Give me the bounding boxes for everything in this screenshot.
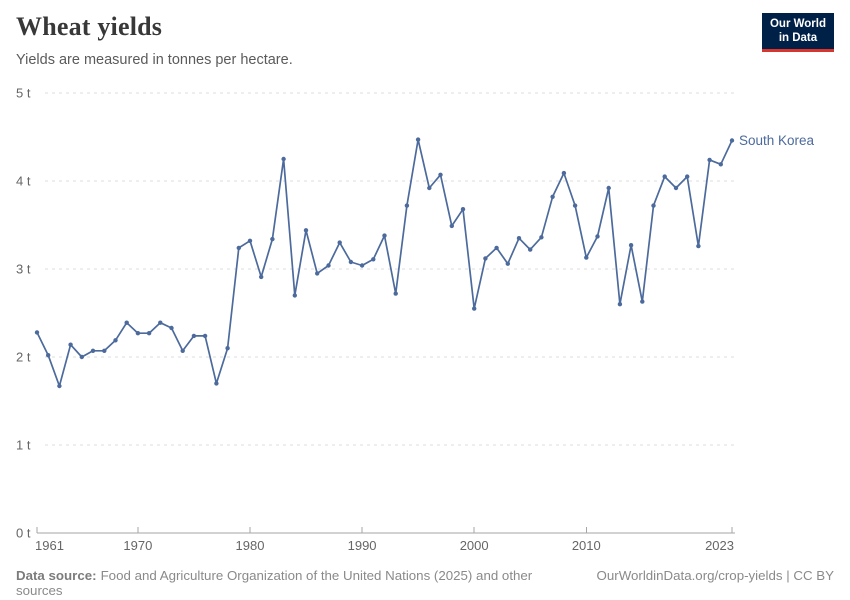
x-tick-label: 2000 (460, 538, 489, 553)
data-point (180, 348, 185, 353)
entity-label: South Korea (739, 133, 815, 148)
data-point (550, 194, 555, 199)
y-tick-label: 0 t (16, 526, 31, 541)
x-tick-label: 1970 (123, 538, 152, 553)
data-point (584, 255, 589, 260)
x-tick-label: 1961 (35, 538, 64, 553)
y-tick-label: 4 t (16, 174, 31, 189)
owid-logo-line1: Our World (769, 18, 826, 30)
data-point (460, 207, 466, 212)
data-point (326, 263, 331, 268)
data-point (696, 243, 701, 249)
data-point (516, 236, 522, 241)
data-point (662, 174, 667, 179)
chart-subtitle: Yields are measured in tonnes per hectar… (16, 52, 293, 68)
data-point (124, 320, 129, 325)
y-tick-label: 5 t (16, 86, 31, 101)
data-point (57, 383, 62, 389)
data-point (292, 293, 297, 298)
data-point (438, 172, 443, 177)
data-point (259, 274, 264, 280)
data-point (483, 256, 488, 261)
data-source-text: Food and Agriculture Organization of the… (16, 568, 533, 598)
owid-logo[interactable]: Our World in Data (761, 13, 834, 52)
y-tick-label: 2 t (16, 350, 31, 365)
owid-url-link[interactable]: OurWorldinData.org/crop-yields | CC BY (596, 568, 834, 583)
data-point (214, 381, 219, 386)
data-point (79, 354, 85, 360)
data-point (718, 162, 723, 167)
data-point (270, 236, 275, 242)
data-point (46, 353, 51, 358)
data-line-south-korea (36, 138, 733, 387)
data-point (472, 306, 477, 311)
data-point (393, 291, 398, 296)
page-title: Wheat yields (16, 12, 163, 41)
x-tick-label: 2010 (572, 538, 601, 553)
data-point (595, 234, 600, 239)
data-point (707, 157, 712, 163)
data-point (102, 348, 107, 353)
data-point (404, 203, 410, 208)
data-point (685, 174, 690, 179)
data-point (729, 138, 735, 143)
data-point (146, 331, 152, 336)
data-point (371, 257, 376, 262)
data-point (528, 247, 533, 252)
data-point (34, 330, 40, 335)
y-tick-label: 1 t (16, 438, 31, 453)
data-point (202, 333, 208, 339)
data-point (673, 185, 679, 191)
data-point (191, 333, 197, 339)
y-tick-label: 3 t (16, 262, 31, 277)
x-tick-label: 1980 (236, 538, 265, 553)
x-tick-label: 1990 (348, 538, 377, 553)
data-point (348, 259, 354, 265)
data-point (449, 223, 454, 229)
data-point (572, 203, 578, 208)
data-point (281, 156, 286, 162)
data-point (415, 137, 421, 142)
data-point (617, 302, 623, 307)
data-point (169, 325, 174, 331)
data-source-note: Data source: Food and Agriculture Organiz… (16, 568, 573, 598)
owid-logo-line2: in Data (778, 31, 818, 44)
data-point (494, 245, 499, 251)
data-point (505, 261, 510, 266)
data-point (315, 271, 320, 276)
data-point (561, 170, 567, 176)
data-point (628, 243, 634, 248)
data-point (640, 299, 645, 304)
x-tick-label: 2023 (705, 538, 734, 553)
data-point (68, 342, 73, 347)
data-point (225, 346, 230, 351)
data-point (539, 235, 544, 240)
data-point (135, 331, 141, 336)
data-point (158, 320, 163, 325)
data-point (90, 348, 96, 353)
data-point (427, 185, 432, 191)
data-point (382, 233, 387, 238)
data-point (606, 185, 611, 191)
data-point (337, 240, 342, 245)
data-point (651, 203, 656, 208)
data-point (236, 245, 241, 251)
data-point (113, 338, 118, 343)
data-source-label: Data source: (16, 568, 97, 583)
data-point (247, 238, 253, 243)
data-point (359, 263, 365, 268)
data-point (303, 228, 309, 233)
chart-footer: Data source: Food and Agriculture Organiz… (16, 568, 834, 598)
